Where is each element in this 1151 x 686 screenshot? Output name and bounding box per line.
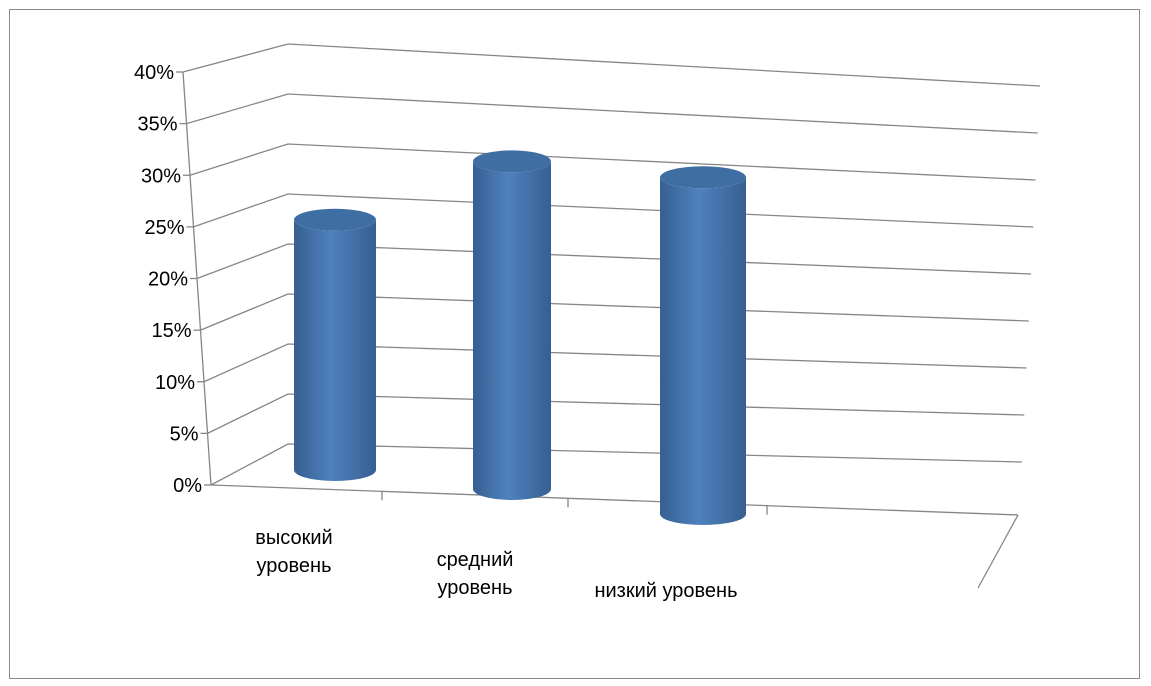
bar-cylinder xyxy=(294,219,376,481)
x-tick-label-line: средний xyxy=(437,549,514,571)
y-tick-label: 10% xyxy=(155,372,195,394)
bars xyxy=(294,150,746,526)
x-tick-label-line: уровень xyxy=(437,577,512,599)
x-tick-label-line: уровень xyxy=(256,555,331,577)
y-tick-label: 40% xyxy=(134,62,174,84)
gridline xyxy=(207,393,1025,434)
bar-top xyxy=(294,208,376,231)
floor-edge xyxy=(977,514,1019,589)
bar-cylinder xyxy=(660,177,746,526)
gridline xyxy=(196,243,1032,280)
gridlines xyxy=(182,43,1041,486)
gridline xyxy=(189,143,1036,181)
bar-cylinder xyxy=(473,161,551,500)
x-tick-label-line: низкий уровень xyxy=(594,580,737,602)
y-tick-label: 25% xyxy=(144,217,184,239)
y-tick-label: 35% xyxy=(137,114,177,136)
y-tick-label: 15% xyxy=(151,320,191,342)
x-tick-label: средний уровень xyxy=(437,549,514,599)
gridline xyxy=(200,293,1029,331)
labels: 0%5%10%15%20%25%30%35%40%высокий уровень с… xyxy=(134,62,738,602)
y-axis xyxy=(182,71,212,486)
axes xyxy=(176,71,1019,589)
gridline xyxy=(182,43,1041,87)
y-tick-label: 30% xyxy=(141,165,181,187)
x-axis xyxy=(210,484,1019,516)
gridline xyxy=(210,443,1023,486)
x-tick-label-line: высокий xyxy=(255,527,332,549)
gridline xyxy=(186,93,1038,134)
gridline xyxy=(193,193,1034,228)
y-tick-label: 20% xyxy=(148,269,188,291)
y-tick-label: 5% xyxy=(170,423,199,445)
bar-top xyxy=(660,166,746,189)
bar-top xyxy=(473,150,551,173)
x-tick-label: низкий уровень xyxy=(594,580,737,602)
gridline xyxy=(203,343,1027,383)
x-tick-label: высокий уровень xyxy=(255,527,332,577)
y-tick-label: 0% xyxy=(173,475,202,497)
